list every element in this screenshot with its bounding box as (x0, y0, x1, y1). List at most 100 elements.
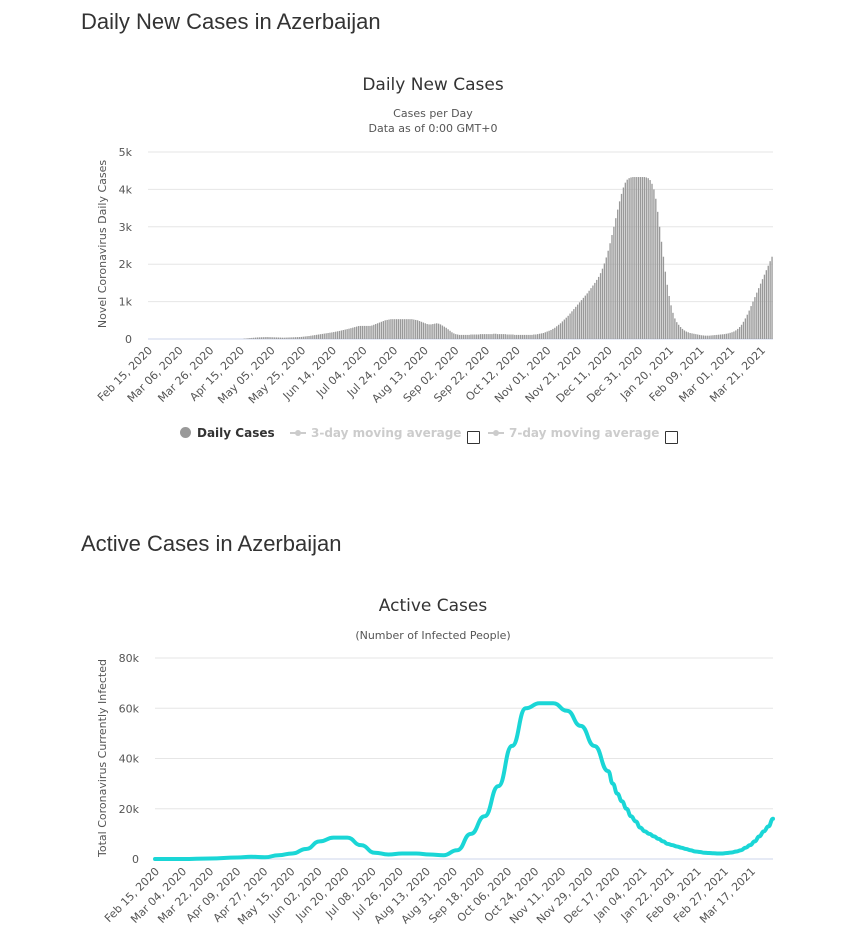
bar (588, 290, 590, 339)
bar (611, 235, 613, 339)
bar (416, 320, 419, 339)
bar (354, 327, 356, 339)
bar (336, 331, 339, 339)
bar (710, 335, 712, 339)
bar (428, 324, 430, 339)
bar (323, 333, 325, 339)
bar (752, 301, 754, 339)
circle-marker-icon (180, 427, 191, 438)
bar (592, 285, 594, 339)
bar (649, 180, 651, 339)
bar (296, 337, 299, 339)
bar (407, 319, 409, 339)
bar (375, 324, 377, 339)
bar (272, 337, 274, 339)
bar (695, 334, 697, 339)
chart-subtitle-data-as-of: Data as of 0:00 GMT+0 (369, 122, 498, 135)
bar (733, 331, 735, 339)
bar (639, 177, 642, 339)
bar (758, 288, 760, 339)
bar (270, 337, 272, 339)
bar (247, 338, 249, 339)
bar (531, 334, 533, 339)
bar (678, 324, 680, 339)
bar (496, 334, 499, 339)
bar (563, 319, 566, 339)
bar (306, 336, 308, 339)
bar (386, 319, 388, 339)
bar (350, 328, 352, 339)
bar (415, 319, 417, 339)
bar (418, 321, 421, 339)
bar (439, 324, 442, 339)
bar (388, 319, 390, 339)
bar (420, 321, 423, 339)
bar (413, 319, 415, 339)
bar (714, 335, 716, 339)
legend-label: Daily Cases (197, 426, 275, 440)
bar (392, 319, 394, 339)
bar (645, 177, 647, 339)
bar (731, 332, 733, 339)
active-cases-section-title: Active Cases in Azerbaijan (81, 531, 342, 556)
bar (483, 334, 485, 339)
bar (712, 335, 714, 339)
bar (523, 334, 526, 339)
bar (533, 334, 535, 339)
bar (647, 178, 649, 339)
bar (702, 335, 705, 339)
y-tick-label: 2k (119, 258, 133, 271)
daily-cases-chart: Daily New Cases Cases per Day Data as of… (95, 75, 773, 406)
bar (540, 333, 543, 339)
legend-7-day-average[interactable]: 7-day moving average (488, 426, 659, 440)
y-tick-label: 40k (119, 753, 140, 766)
bar (506, 334, 508, 339)
bar (453, 333, 455, 339)
bar (613, 226, 615, 339)
bar (487, 334, 489, 339)
bar (291, 337, 293, 339)
bar (508, 334, 510, 339)
bar (432, 324, 434, 339)
legend-3-day-average[interactable]: 3-day moving average (290, 426, 461, 440)
bar (632, 177, 634, 339)
bar (340, 330, 343, 339)
bar (274, 337, 276, 339)
bar (373, 324, 375, 339)
bar (700, 335, 703, 339)
y-tick-label: 3k (119, 221, 133, 234)
legend-daily-cases[interactable]: Daily Cases (180, 426, 275, 440)
bar (264, 337, 266, 339)
bar (333, 332, 335, 339)
bar (683, 330, 686, 339)
bar (550, 330, 552, 339)
bar (371, 325, 373, 339)
legend-label: 3-day moving average (311, 426, 462, 440)
bar (664, 271, 667, 339)
bar (542, 333, 545, 339)
bar (359, 325, 362, 339)
chart-title: Daily New Cases (362, 75, 504, 95)
bar (527, 334, 529, 339)
y-tick-label: 4k (119, 183, 133, 196)
bar (708, 335, 710, 339)
bar (434, 323, 436, 339)
bar (594, 282, 596, 339)
bar (401, 319, 404, 339)
bar (578, 302, 581, 339)
bar (489, 334, 491, 339)
toggle-7-day-average-checkbox[interactable] (665, 431, 678, 444)
bar (525, 334, 527, 339)
bar (687, 332, 689, 339)
bar (529, 334, 531, 339)
bar (546, 331, 548, 339)
chart-subtitle: Cases per Day (393, 107, 473, 120)
bar (476, 334, 478, 339)
bar (477, 334, 480, 339)
bar (554, 327, 556, 339)
bar (761, 279, 764, 339)
bar (517, 334, 520, 339)
x-tick-label: Mar 21, 2021 (707, 344, 768, 405)
toggle-3-day-average-checkbox[interactable] (467, 431, 480, 444)
bar (258, 337, 261, 339)
